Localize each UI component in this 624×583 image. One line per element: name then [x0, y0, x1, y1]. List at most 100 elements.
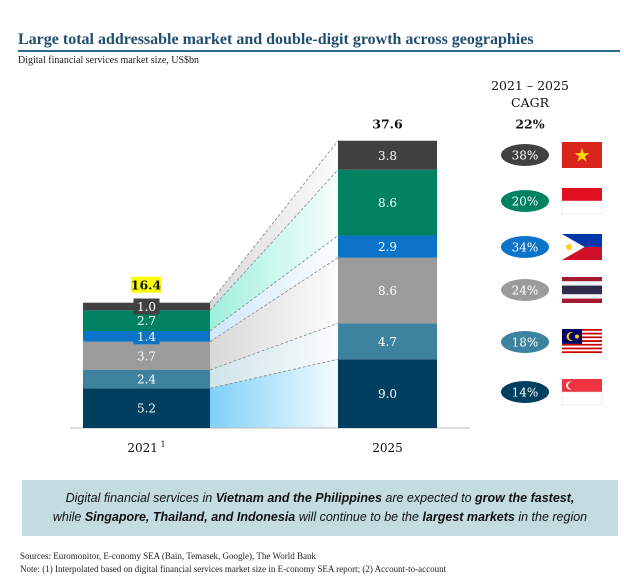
- connector-band-malaysia: [210, 323, 338, 389]
- cagr-value-malaysia: 18%: [512, 336, 539, 350]
- thailand-flag-icon: [562, 277, 602, 303]
- total-label-2025: 37.6: [372, 117, 403, 132]
- cagr-value-indonesia: 20%: [512, 195, 539, 209]
- page-title: Large total addressable market and doubl…: [18, 31, 534, 48]
- malaysia-flag-icon: [562, 329, 602, 355]
- bar-segment-malaysia-2025: [338, 323, 437, 360]
- x-tick-label: 2025: [372, 441, 403, 455]
- bar-segment-singapore-2025: [338, 359, 437, 428]
- data-label-thailand: 8.6: [378, 284, 397, 298]
- data-label-malaysia: 4.7: [378, 335, 397, 349]
- callout-emphasis: Singapore, Thailand, and Indonesia: [84, 510, 296, 524]
- data-label-vietnam: 1.0: [137, 300, 156, 314]
- title-divider: [18, 50, 620, 52]
- flag-crescent-cut: [568, 381, 576, 390]
- cagr-value-vietnam: 38%: [512, 149, 539, 163]
- key-takeaway-callout: Digital financial services in Vietnam an…: [22, 480, 618, 536]
- callout-text: Digital financial services in: [65, 491, 216, 505]
- cagr-pill-malaysia: [501, 331, 549, 353]
- flag-stripe: [562, 294, 602, 299]
- x-tick-label: 2021 1: [127, 440, 165, 455]
- cagr-pill-indonesia: [501, 190, 549, 212]
- callout-text: while: [52, 510, 85, 524]
- data-label-vietnam: 3.8: [378, 149, 397, 163]
- flag-stripe: [561, 200, 603, 215]
- total-highlight: [131, 276, 161, 293]
- flag-stripe: [562, 349, 602, 352]
- flag-triangle: [562, 234, 585, 260]
- chart-subtitle: Digital financial services market size, …: [18, 55, 200, 66]
- flag-stripe: [562, 285, 602, 295]
- bar-segment-thailand-2021: [83, 341, 210, 370]
- connector-band-singapore: [210, 359, 338, 428]
- footnote-marker: 1: [158, 440, 166, 449]
- callout-line-2: while Singapore, Thailand, and Indonesia…: [22, 508, 618, 527]
- flag-stripe: [562, 281, 602, 286]
- callout-line-1: Digital financial services in Vietnam an…: [22, 489, 618, 508]
- cagr-total: 22%: [515, 117, 544, 132]
- sources-note: Sources: Euromonitor, E-conomy SEA (Bain…: [20, 551, 316, 561]
- data-label-philippines: 2.9: [378, 240, 397, 254]
- connector-line: [209, 257, 339, 343]
- singapore-flag-icon: [561, 379, 603, 406]
- connector-line: [209, 140, 339, 303]
- cagr-pill-philippines: [501, 236, 549, 258]
- data-label-singapore: 5.2: [137, 402, 156, 416]
- flag-star: [575, 334, 579, 339]
- flag-stripe: [562, 188, 602, 201]
- data-label-philippines: 1.4: [137, 330, 156, 344]
- cagr-value-philippines: 34%: [512, 241, 539, 255]
- connector-line: [209, 235, 339, 332]
- vietnam-flag-icon: [562, 142, 602, 168]
- bar-segment-vietnam-2025: [338, 140, 437, 170]
- connector-band-philippines: [210, 235, 338, 342]
- cagr-pill-vietnam: [501, 144, 549, 166]
- flag-stripe: [562, 347, 602, 350]
- flag-stripe: [562, 353, 602, 355]
- flag-stripe: [562, 351, 602, 354]
- cagr-label: CAGR: [511, 95, 549, 110]
- flag-sun: [566, 244, 572, 250]
- flag-stripe: [562, 298, 602, 303]
- stacked-bar-chart: 5.2 9.0 2.4 4.7 3.7 8.6 1.4 2.9 2.7 8.6 1.0 3.8 16.4…: [70, 117, 603, 455]
- cagr-period: 2021 – 2025: [491, 78, 569, 93]
- callout-text: in the region: [514, 510, 588, 524]
- data-label-box: [133, 298, 160, 315]
- bar-segment-thailand-2025: [338, 257, 437, 324]
- data-label-thailand: 3.7: [137, 349, 156, 363]
- bar-segment-philippines-2025: [338, 235, 437, 258]
- connector-band-vietnam: [210, 140, 338, 311]
- flag-crescent-cut: [568, 332, 577, 341]
- connector-band-thailand: [210, 257, 338, 370]
- cagr-value-singapore: 14%: [512, 386, 539, 400]
- data-label-box: [133, 371, 160, 388]
- cagr-value-thailand: 24%: [512, 284, 539, 298]
- footnotes: Sources: Euromonitor, E-conomy SEA (Bain…: [20, 550, 446, 576]
- connector-line: [209, 358, 339, 389]
- flag-stripe: [562, 345, 602, 348]
- cagr-header: 2021 – 2025 CAGR: [490, 77, 570, 111]
- flag-stripe: [561, 391, 603, 406]
- data-label-indonesia: 2.7: [137, 314, 156, 328]
- bar-segment-indonesia-2021: [83, 310, 210, 331]
- flag-stripe: [562, 277, 602, 282]
- callout-emphasis: Vietnam and the Philippines: [215, 491, 382, 505]
- philippines-flag-icon: [562, 234, 602, 260]
- connector-line: [209, 322, 339, 371]
- indonesia-flag-icon: [561, 188, 603, 215]
- callout-text: are expected to: [381, 491, 476, 505]
- data-label-singapore: 9.0: [378, 387, 397, 401]
- callout-emphasis: largest markets: [422, 510, 515, 524]
- flag-star: [574, 148, 590, 162]
- data-label-malaysia: 2.4: [137, 373, 156, 387]
- bar-segment-indonesia-2025: [338, 169, 437, 236]
- callout-emphasis: grow the fastest,: [475, 491, 575, 505]
- data-label-indonesia: 8.6: [378, 196, 397, 210]
- footnote: Note: (1) Interpolated based on digital …: [20, 564, 447, 574]
- flag-stripe: [562, 343, 602, 346]
- cagr-pill-singapore: [501, 381, 549, 403]
- connector-band-indonesia: [210, 169, 338, 331]
- total-label-2021: 16.4: [131, 278, 162, 293]
- cagr-pill-thailand: [501, 279, 549, 301]
